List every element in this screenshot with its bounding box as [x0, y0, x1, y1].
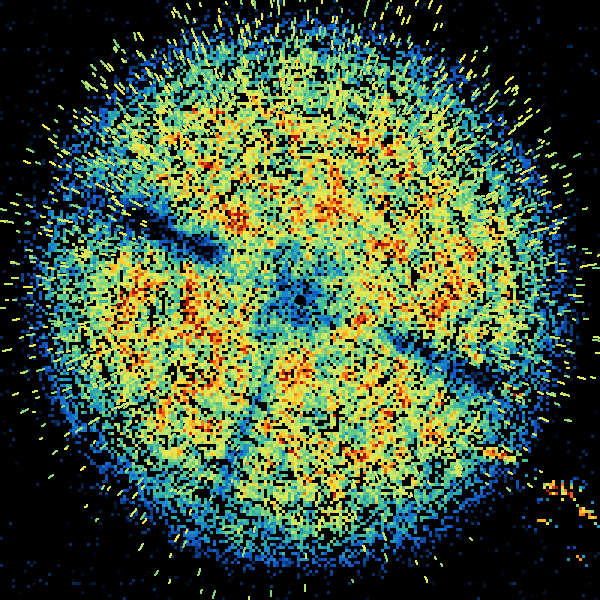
density-field-canvas	[0, 0, 600, 600]
visualization-root: Coronagraphic Scatter Density Field Squa…	[0, 0, 600, 600]
